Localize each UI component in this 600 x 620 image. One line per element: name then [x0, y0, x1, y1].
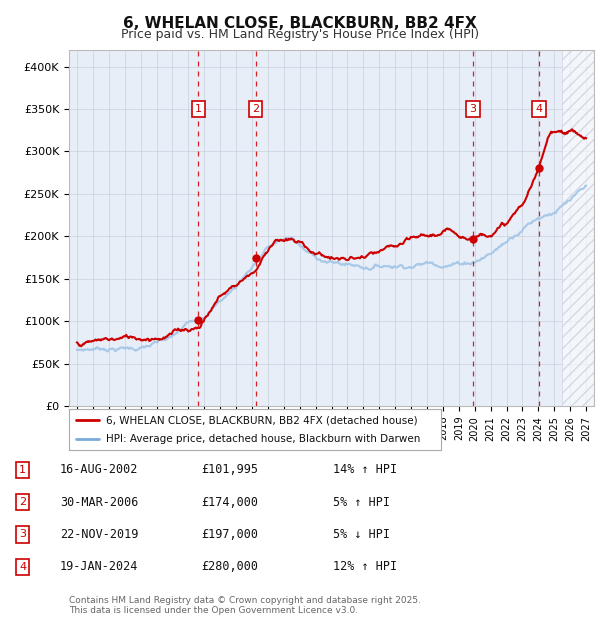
Text: 14% ↑ HPI: 14% ↑ HPI — [333, 464, 397, 476]
Text: £197,000: £197,000 — [201, 528, 258, 541]
Text: 2: 2 — [19, 497, 26, 507]
Text: £174,000: £174,000 — [201, 496, 258, 508]
Text: Contains HM Land Registry data © Crown copyright and database right 2025.
This d: Contains HM Land Registry data © Crown c… — [69, 596, 421, 615]
Text: HPI: Average price, detached house, Blackburn with Darwen: HPI: Average price, detached house, Blac… — [106, 433, 421, 444]
Text: £280,000: £280,000 — [201, 560, 258, 573]
Text: 16-AUG-2002: 16-AUG-2002 — [60, 464, 139, 476]
Text: £101,995: £101,995 — [201, 464, 258, 476]
Text: 19-JAN-2024: 19-JAN-2024 — [60, 560, 139, 573]
Text: 5% ↑ HPI: 5% ↑ HPI — [333, 496, 390, 508]
Bar — [562, 50, 594, 406]
Text: 1: 1 — [194, 104, 202, 114]
Text: 22-NOV-2019: 22-NOV-2019 — [60, 528, 139, 541]
Text: 4: 4 — [19, 562, 26, 572]
Text: 2: 2 — [252, 104, 259, 114]
Bar — [562, 50, 594, 406]
Text: 5% ↓ HPI: 5% ↓ HPI — [333, 528, 390, 541]
Text: 30-MAR-2006: 30-MAR-2006 — [60, 496, 139, 508]
Text: 3: 3 — [469, 104, 476, 114]
Text: 6, WHELAN CLOSE, BLACKBURN, BB2 4FX: 6, WHELAN CLOSE, BLACKBURN, BB2 4FX — [123, 16, 477, 30]
Text: 6, WHELAN CLOSE, BLACKBURN, BB2 4FX (detached house): 6, WHELAN CLOSE, BLACKBURN, BB2 4FX (det… — [106, 415, 418, 425]
Text: 1: 1 — [19, 465, 26, 475]
Text: 3: 3 — [19, 529, 26, 539]
Text: 4: 4 — [536, 104, 542, 114]
Text: Price paid vs. HM Land Registry's House Price Index (HPI): Price paid vs. HM Land Registry's House … — [121, 28, 479, 41]
Text: 12% ↑ HPI: 12% ↑ HPI — [333, 560, 397, 573]
